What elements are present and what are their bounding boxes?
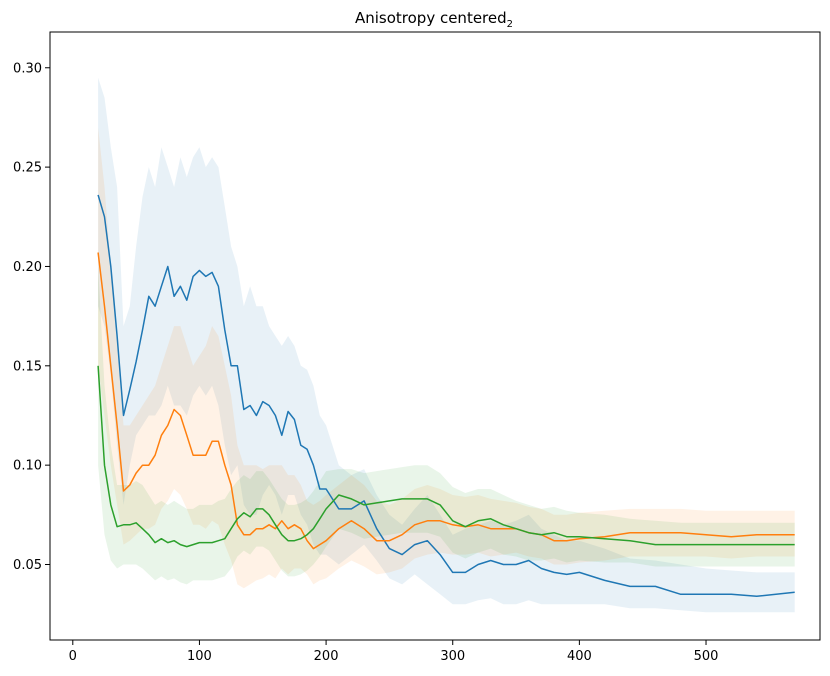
series-blue-line xyxy=(97,194,795,598)
x-axis: 0 100 200 300 400 500 xyxy=(69,640,719,664)
y-tick-label-0.05: 0.05 xyxy=(13,558,42,573)
x-tick-label-0: 0 xyxy=(69,649,77,664)
x-tick-label-400: 400 xyxy=(567,649,592,664)
chart-title-main: Anisotropy centered xyxy=(355,9,507,27)
y-tick-label-0.15: 0.15 xyxy=(13,359,42,374)
y-tick-label-0.30: 0.30 xyxy=(13,61,42,76)
chart-title: Anisotropy centered2 xyxy=(355,9,513,30)
series-green-line xyxy=(97,365,795,548)
series-orange-line xyxy=(97,252,795,550)
x-tick-label-100: 100 xyxy=(187,649,212,664)
y-tick-label-0.10: 0.10 xyxy=(13,459,42,474)
plot-frame xyxy=(49,31,821,641)
chart-title-subscript: 2 xyxy=(507,19,513,30)
series-blue-band xyxy=(98,77,795,613)
x-tick-label-500: 500 xyxy=(694,649,719,664)
series-orange-band xyxy=(98,127,795,589)
series-green-band xyxy=(98,266,795,585)
y-tick-label-0.25: 0.25 xyxy=(13,161,42,176)
x-tick-label-300: 300 xyxy=(440,649,465,664)
series-lines xyxy=(97,194,795,598)
x-tick-label-200: 200 xyxy=(314,649,339,664)
y-tick-label-0.20: 0.20 xyxy=(13,260,42,275)
y-axis: 0.05 0.10 0.15 0.20 0.25 0.30 xyxy=(13,61,50,573)
confidence-bands xyxy=(98,77,795,613)
